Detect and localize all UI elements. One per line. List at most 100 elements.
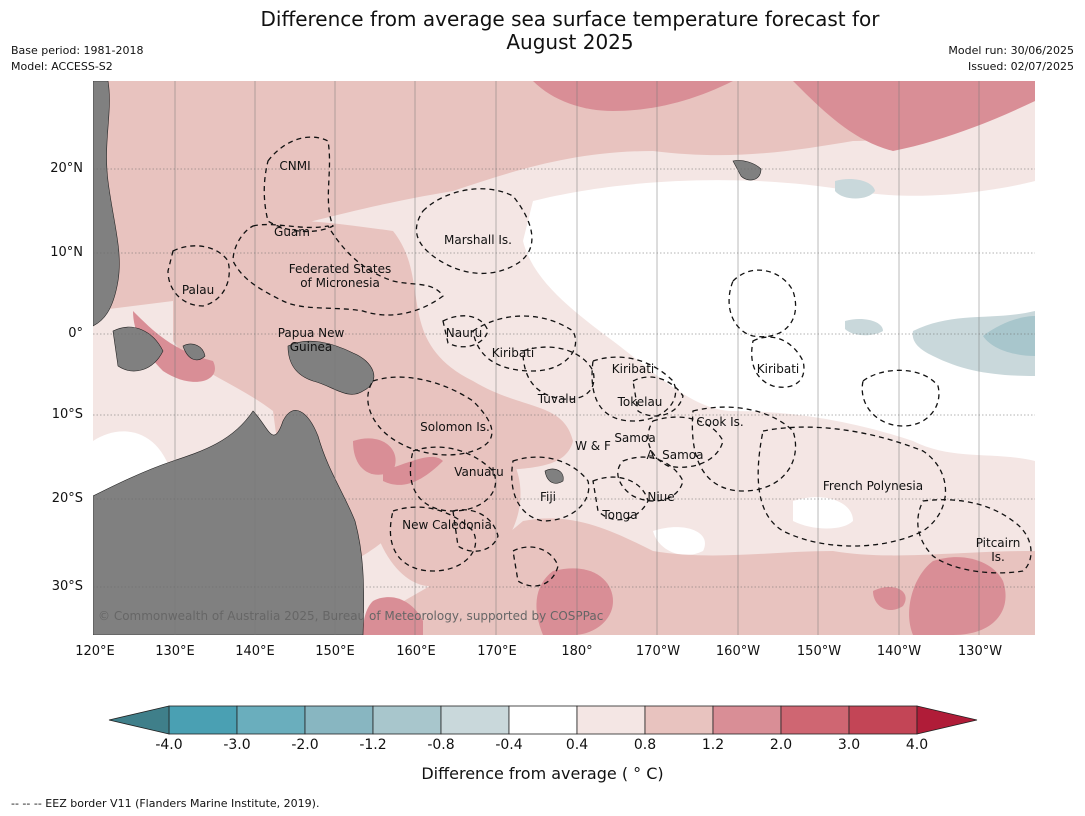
lon-tick-120e: 120°E (75, 644, 115, 659)
place-label-niue: Niue (647, 490, 674, 504)
colorbar-segment (236, 705, 306, 735)
colorbar-extend-low (108, 705, 170, 735)
lat-tick-10s: 10°S (51, 407, 83, 422)
latitude-gridlines (93, 168, 1035, 588)
lon-tick-130w: 130°W (957, 644, 1003, 659)
colorbar-tick: 0.4 (565, 737, 589, 753)
place-label-fiji: Fiji (540, 490, 556, 504)
anomaly-field-cool-patch (845, 319, 883, 336)
colorbar-tick: -2.0 (291, 737, 319, 753)
land-australia (93, 410, 365, 635)
sst-anomaly-map: CNMI Guam Marshall Is. Federated States … (93, 81, 1035, 635)
anomaly-field-neutral-patch (793, 497, 853, 529)
copyright-notice: © Commonwealth of Australia 2025, Bureau… (98, 609, 604, 623)
lon-tick-140w: 140°W (876, 644, 922, 659)
anomaly-field-warm-west (173, 219, 573, 561)
place-label-pitcairn-line1: Pitcairn (976, 536, 1021, 550)
place-label-palau: Palau (182, 283, 214, 297)
anomaly-field-strong-patch (613, 81, 653, 97)
land-indonesia (112, 326, 164, 372)
place-label-kiribati-central: Kiribati (612, 362, 654, 376)
anomaly-field-cool-patch (835, 179, 875, 199)
place-label-french-polynesia: French Polynesia (823, 479, 923, 493)
colorbar-segment (440, 705, 510, 735)
place-label-cnmi: CNMI (279, 159, 310, 173)
place-label-pitcairn-line2: Is. (991, 550, 1005, 564)
place-label-marshall-islands: Marshall Is. (444, 233, 512, 247)
title-line-2: August 2025 (506, 30, 634, 54)
colorbar-label: Difference from average ( ° C) (421, 764, 664, 783)
place-label-tonga: Tonga (601, 508, 637, 522)
lon-tick-170w: 170°W (635, 644, 681, 659)
colorbar-tick: 2.0 (769, 737, 793, 753)
place-label-png-line1: Papua New (278, 326, 345, 340)
map-svg: CNMI Guam Marshall Is. Federated States … (93, 81, 1035, 635)
colorbar-tick: 3.0 (837, 737, 861, 753)
land-hawaii (732, 160, 762, 181)
lat-tick-20s: 20°S (51, 491, 83, 506)
anomaly-field-strong-southeast (909, 557, 1006, 635)
lat-tick-10n: 10°N (50, 245, 83, 260)
place-label-samoa: Samoa (614, 431, 655, 445)
anomaly-field-strong-patch (873, 586, 906, 611)
colorbar-tick: -3.0 (223, 737, 251, 753)
place-label-solomon-islands: Solomon Is. (420, 420, 490, 434)
place-label-png-line2: Guinea (290, 340, 333, 354)
issued-date: Issued: 02/07/2025 (967, 60, 1074, 73)
place-label-fsm-line2: of Micronesia (300, 276, 380, 290)
base-period: Base period: 1981-2018 (11, 44, 144, 57)
lon-tick-170e: 170°E (477, 644, 517, 659)
meta-left: Base period: 1981-2018 Model: ACCESS-S2 (11, 43, 143, 75)
lon-tick-180: 180° (561, 644, 593, 659)
colorbar-segment (848, 705, 918, 735)
lon-tick-140e: 140°E (235, 644, 275, 659)
anomaly-field-strong-patch (363, 597, 423, 635)
place-label-kiribati-east: Kiribati (757, 362, 799, 376)
colorbar-tick: -0.4 (495, 737, 523, 753)
anomaly-field-cooler-east (983, 316, 1035, 356)
place-label-kiribati-west: Kiribati (492, 346, 534, 360)
lat-tick-30s: 30°S (51, 579, 83, 594)
meta-right: Model run: 30/06/2025 Issued: 02/07/2025 (948, 43, 1074, 75)
place-label-wallis-futuna: W & F (575, 439, 611, 453)
lat-tick-20n: 20°N (50, 161, 83, 176)
model-run: Model run: 30/06/2025 (948, 44, 1074, 57)
colorbar-segment (508, 705, 578, 735)
land-fiji (544, 468, 564, 484)
colorbar-extend-high (916, 705, 978, 735)
colorbar-tick: -0.8 (427, 737, 455, 753)
colorbar-tick: -1.2 (359, 737, 387, 753)
colorbar-tick: 1.2 (701, 737, 725, 753)
eez-borders (167, 136, 1032, 587)
lat-tick-0: 0° (68, 326, 83, 341)
land-new-guinea (287, 340, 375, 395)
place-label-cook-islands: Cook Is. (696, 415, 743, 429)
colorbar-segment (168, 705, 238, 735)
land-southeast-asia (93, 81, 120, 327)
place-label-guam: Guam (274, 225, 310, 239)
place-label-tuvalu: Tuvalu (537, 392, 577, 406)
place-label-american-samoa: A. Samoa (647, 448, 704, 462)
colorbar-segment (712, 705, 782, 735)
place-label-nauru: Nauru (446, 326, 482, 340)
colorbar-segments (108, 705, 978, 735)
anomaly-field-neutral-central-pacific (523, 180, 1035, 461)
lon-tick-130e: 130°E (155, 644, 195, 659)
model-name: Model: ACCESS-S2 (11, 60, 113, 73)
colorbar-segment (780, 705, 850, 735)
anomaly-field-strong-coral-sea (353, 438, 396, 475)
anomaly-field-warm-north (93, 81, 1035, 311)
anomaly-field-strong-indonesia (133, 311, 215, 382)
anomaly-field-strong-south (536, 568, 613, 635)
colorbar-segment (644, 705, 714, 735)
colorbar-tick: 4.0 (905, 737, 929, 753)
colorbar-segment (576, 705, 646, 735)
colorbar-tick: 0.8 (633, 737, 657, 753)
anomaly-field-neutral-patch (653, 527, 705, 555)
colorbar-segment (304, 705, 374, 735)
colorbar-segment (372, 705, 442, 735)
place-label-new-caledonia: New Caledonia (402, 518, 492, 532)
land-island (182, 343, 206, 361)
colorbar-tick: -4.0 (155, 737, 183, 753)
longitude-gridlines (174, 81, 980, 635)
